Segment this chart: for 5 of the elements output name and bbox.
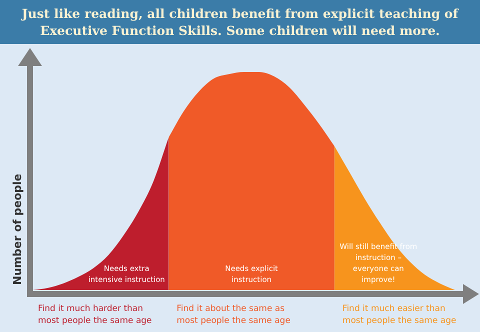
y-axis-title: Number of people xyxy=(10,174,24,285)
text: Find it much easier than most people the same age xyxy=(342,304,456,326)
text: Find it about the same as most people the same age xyxy=(176,304,290,326)
text: Find it much harder than most people the same age xyxy=(38,304,152,326)
chart-title: Just like reading, all children benefit from explicit teaching of Executive Function Skills. Some children will need more. xyxy=(0,0,480,44)
